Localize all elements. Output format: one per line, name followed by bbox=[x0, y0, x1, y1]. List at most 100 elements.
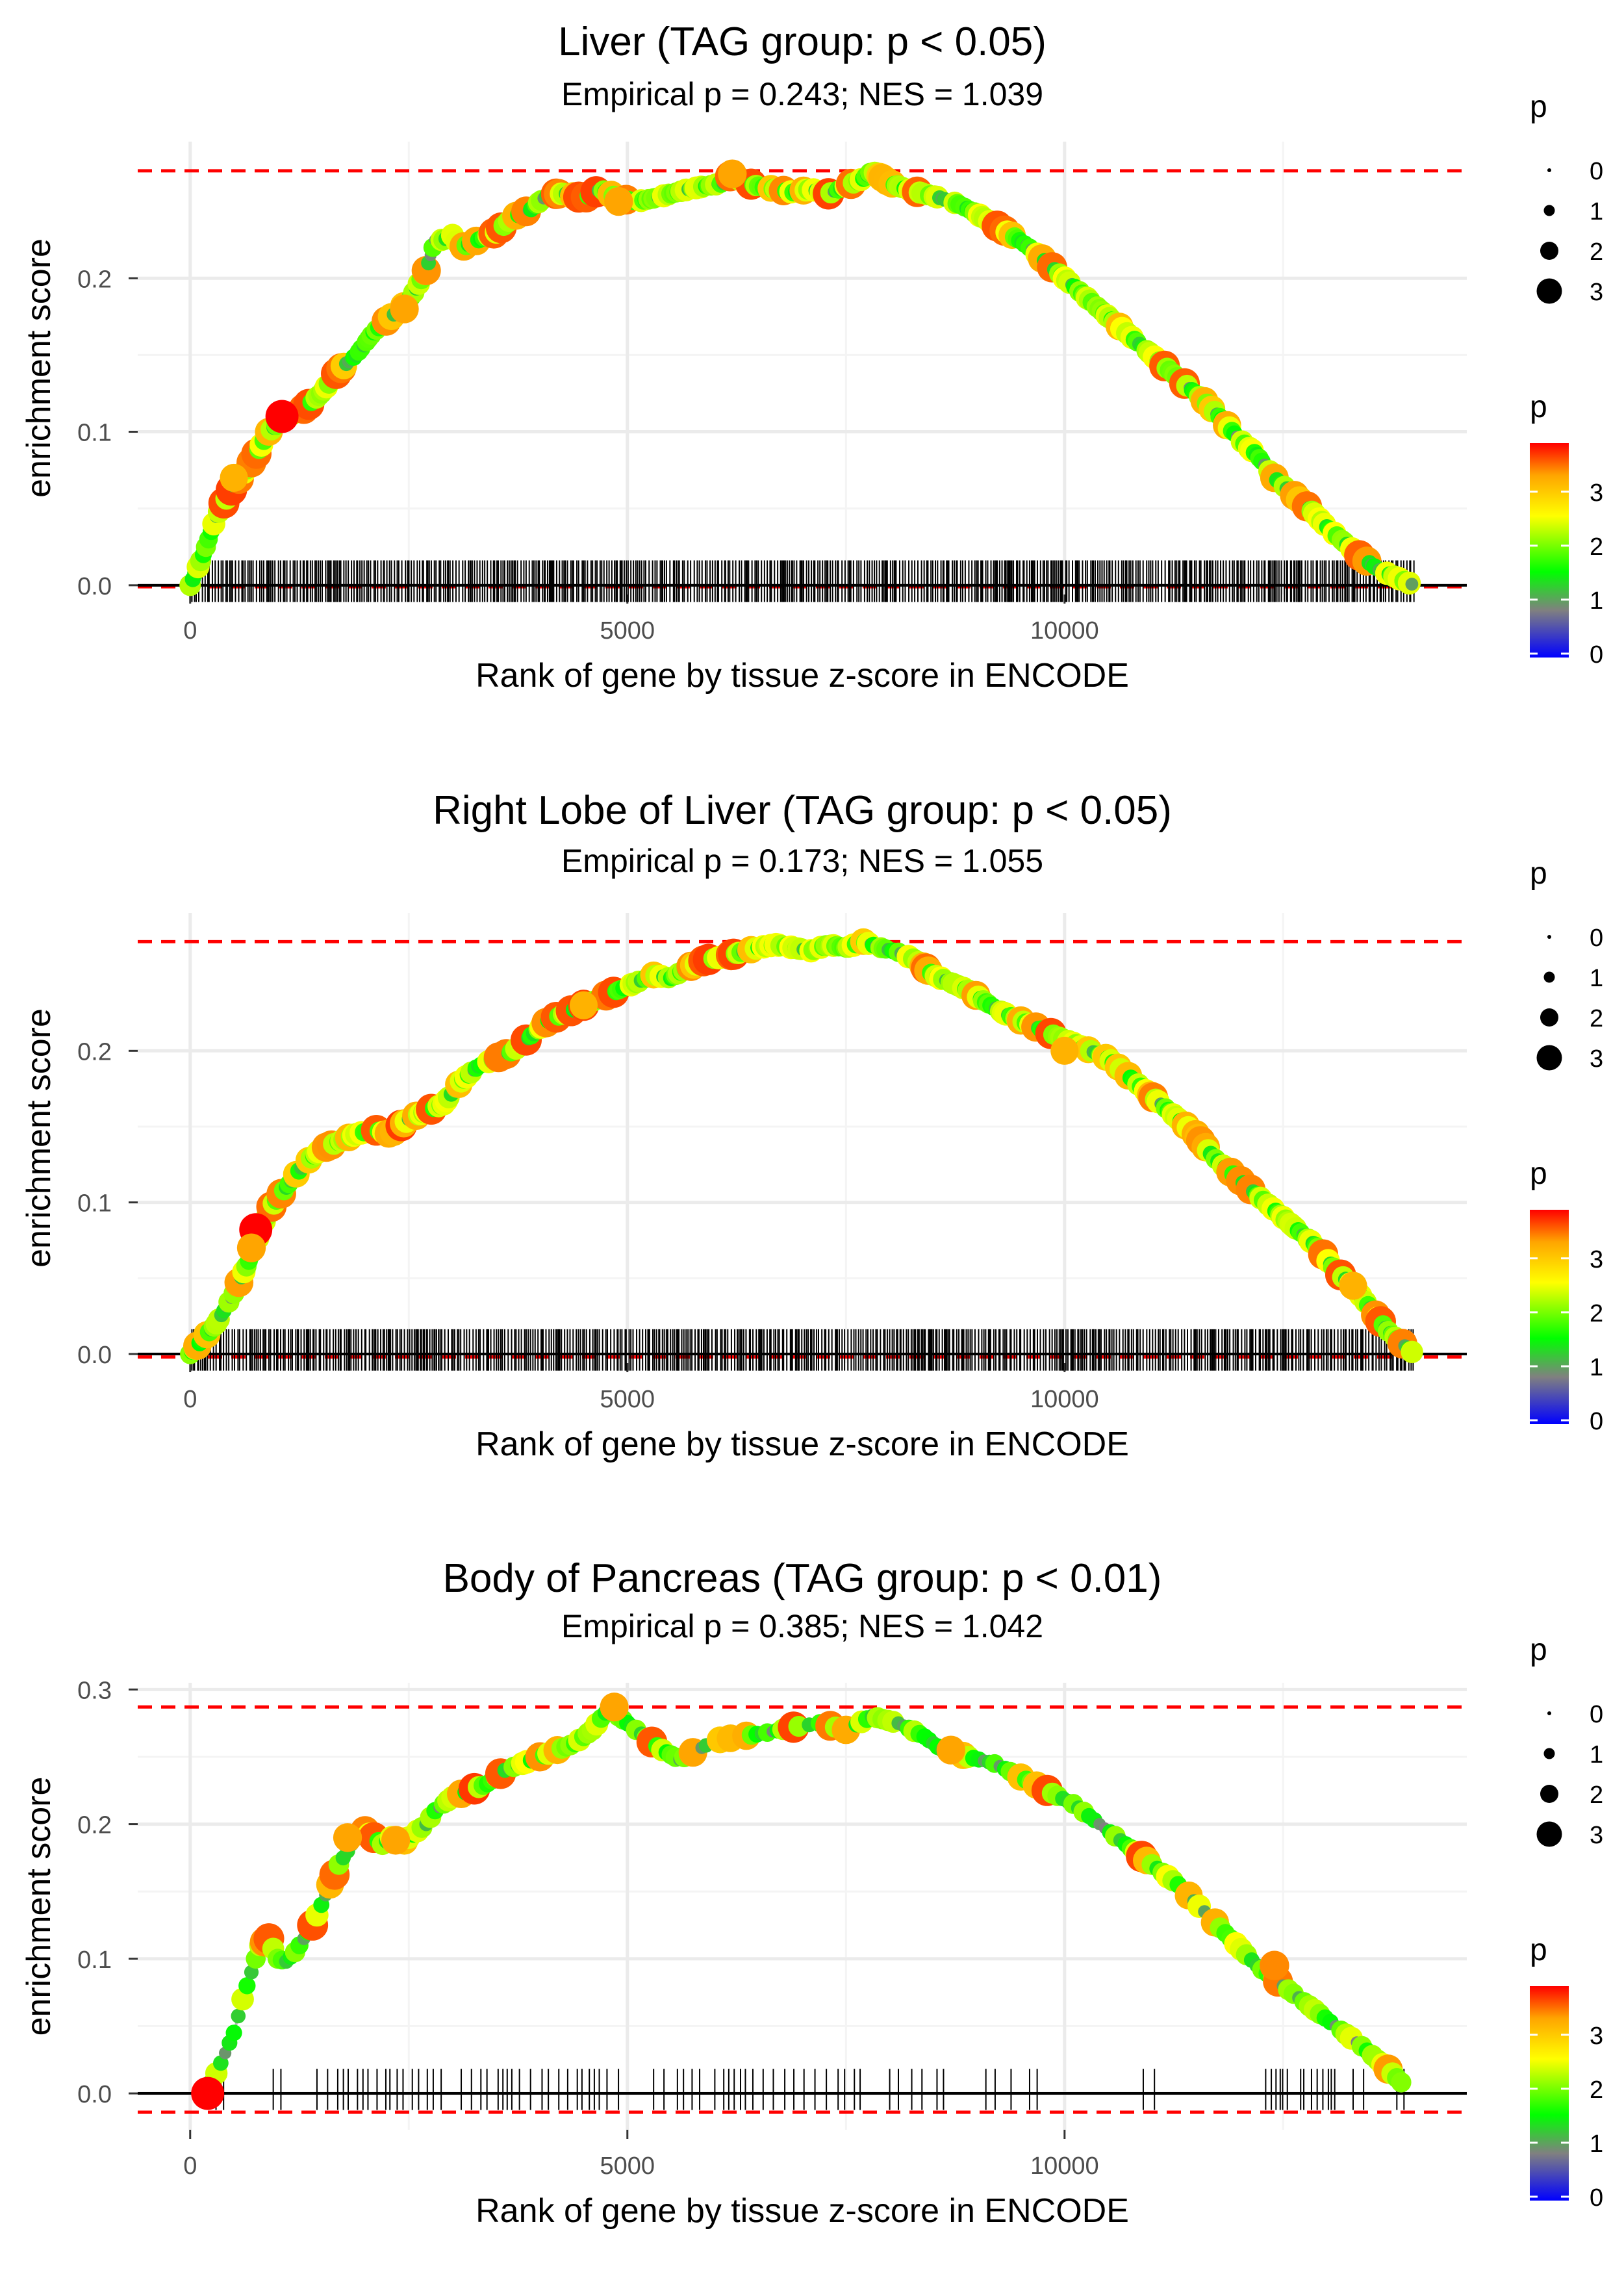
x-axis-title: Rank of gene by tissue z-score in ENCODE bbox=[476, 2192, 1129, 2230]
es-point bbox=[381, 1826, 411, 1855]
x-tick-label: 5000 bbox=[600, 2153, 655, 2180]
size-legend-label: 1 bbox=[1590, 198, 1603, 225]
color-legend-label: 1 bbox=[1590, 587, 1603, 615]
color-legend-label: 0 bbox=[1590, 2184, 1603, 2212]
es-point bbox=[936, 1735, 965, 1765]
x-axis-title: Rank of gene by tissue z-score in ENCODE bbox=[476, 657, 1129, 695]
x-tick-label: 5000 bbox=[600, 617, 655, 645]
size-legend-label: 1 bbox=[1590, 1741, 1603, 1769]
size-legend-label: 3 bbox=[1590, 1045, 1603, 1073]
size-legend-title: p bbox=[1530, 1633, 1547, 1667]
es-point bbox=[333, 1823, 362, 1852]
size-legend-label: 3 bbox=[1590, 279, 1603, 306]
es-point bbox=[600, 1693, 629, 1722]
color-legend-label: 3 bbox=[1590, 1246, 1603, 1273]
size-legend-dot bbox=[1536, 278, 1562, 304]
size-legend-dot bbox=[1543, 1748, 1555, 1759]
size-legend-title: p bbox=[1530, 90, 1547, 124]
size-legend-label: 2 bbox=[1590, 1005, 1603, 1032]
size-legend-title: p bbox=[1530, 856, 1547, 891]
size-legend-dot bbox=[1536, 1045, 1562, 1071]
size-legend-label: 2 bbox=[1590, 1782, 1603, 1809]
color-legend-title: p bbox=[1530, 1156, 1547, 1191]
size-legend-dot bbox=[1543, 971, 1555, 983]
es-line bbox=[206, 1705, 1407, 2094]
color-legend-label: 2 bbox=[1590, 2076, 1603, 2104]
rug-ticks bbox=[207, 2069, 1405, 2110]
x-tick-label: 0 bbox=[183, 617, 197, 645]
es-point bbox=[1401, 1340, 1423, 1363]
color-legend-label: 1 bbox=[1590, 2130, 1603, 2158]
size-legend-label: 0 bbox=[1590, 925, 1603, 952]
legends: p 0 1 2 3 p 0 1 2 3 bbox=[1530, 856, 1603, 1435]
color-legend-label: 3 bbox=[1590, 2023, 1603, 2050]
x-tick-label: 10000 bbox=[1030, 1386, 1099, 1413]
color-legend-title: p bbox=[1530, 390, 1547, 424]
color-legend-label: 1 bbox=[1590, 1354, 1603, 1381]
color-legend-bar bbox=[1530, 1210, 1569, 1424]
y-tick-label: 0.1 bbox=[77, 1190, 112, 1218]
panel-3: Body of Pancreas (TAG group: p < 0.01) Em… bbox=[20, 1556, 1603, 2230]
y-axis-title: enrichment score bbox=[20, 1008, 58, 1268]
es-point bbox=[225, 2025, 242, 2041]
color-legend-label: 0 bbox=[1590, 641, 1603, 669]
x-tick-label: 10000 bbox=[1030, 2153, 1099, 2180]
es-point bbox=[220, 463, 248, 492]
panel-subtitle: Empirical p = 0.243; NES = 1.039 bbox=[561, 76, 1043, 112]
rug-ticks bbox=[191, 1329, 1414, 1371]
y-tick-label: 0.3 bbox=[77, 1677, 112, 1704]
es-point bbox=[238, 1977, 256, 1995]
size-legend-label: 1 bbox=[1590, 965, 1603, 992]
y-tick-label: 0.2 bbox=[77, 1038, 112, 1066]
size-legend-dot bbox=[1547, 1711, 1551, 1715]
panel-subtitle: Empirical p = 0.385; NES = 1.042 bbox=[561, 1608, 1043, 1644]
color-legend-bar bbox=[1530, 1986, 1569, 2201]
es-line bbox=[189, 940, 1415, 1355]
es-points bbox=[191, 1693, 1412, 2110]
y-axis-title: enrichment score bbox=[20, 1777, 58, 2036]
es-line bbox=[188, 169, 1415, 587]
es-point bbox=[265, 400, 299, 433]
size-legend-label: 0 bbox=[1590, 158, 1603, 185]
size-legend-label: 2 bbox=[1590, 238, 1603, 266]
panel-subtitle: Empirical p = 0.173; NES = 1.055 bbox=[561, 843, 1043, 879]
x-tick-label: 10000 bbox=[1030, 617, 1099, 645]
x-tick-label: 0 bbox=[183, 2153, 197, 2180]
color-legend-label: 3 bbox=[1590, 479, 1603, 507]
y-tick-label: 0.2 bbox=[77, 1812, 112, 1839]
es-point bbox=[390, 294, 419, 324]
rug-ticks bbox=[191, 560, 1415, 602]
panel-2: Right Lobe of Liver (TAG group: p < 0.05… bbox=[20, 788, 1603, 1463]
size-legend-dot bbox=[1547, 935, 1551, 939]
es-points bbox=[179, 159, 1421, 596]
legends: p 0 1 2 3 p 0 1 2 3 bbox=[1530, 1633, 1603, 2212]
color-legend-label: 0 bbox=[1590, 1408, 1603, 1435]
x-tick-label: 0 bbox=[183, 1386, 197, 1413]
es-point bbox=[1050, 1036, 1079, 1065]
es-point bbox=[236, 1233, 266, 1262]
es-point bbox=[1339, 1271, 1367, 1300]
size-legend-dot bbox=[1547, 168, 1551, 172]
y-tick-label: 0.0 bbox=[77, 573, 112, 600]
size-legend-dot bbox=[1540, 242, 1558, 260]
y-tick-label: 0.2 bbox=[77, 266, 112, 293]
panel-title: Liver (TAG group: p < 0.05) bbox=[558, 19, 1047, 64]
y-tick-label: 0.1 bbox=[77, 1947, 112, 1974]
color-legend-label: 2 bbox=[1590, 533, 1603, 561]
y-tick-label: 0.0 bbox=[77, 1342, 112, 1369]
es-point bbox=[604, 186, 633, 216]
size-legend-dot bbox=[1540, 1008, 1558, 1027]
es-point bbox=[1405, 578, 1419, 591]
es-point bbox=[569, 991, 598, 1019]
x-axis-title: Rank of gene by tissue z-score in ENCODE bbox=[476, 1425, 1129, 1463]
size-legend-dot bbox=[1543, 205, 1555, 216]
color-legend-bar bbox=[1530, 443, 1569, 658]
panel-1: Liver (TAG group: p < 0.05) Empirical p =… bbox=[20, 19, 1603, 695]
es-point bbox=[1260, 1950, 1289, 1980]
size-legend-label: 3 bbox=[1590, 1822, 1603, 1849]
y-axis-title: enrichment score bbox=[20, 238, 58, 498]
legends: p 0 1 2 3 p 0 1 2 3 bbox=[1530, 90, 1603, 669]
size-legend-label: 0 bbox=[1590, 1701, 1603, 1728]
es-points bbox=[180, 928, 1423, 1364]
